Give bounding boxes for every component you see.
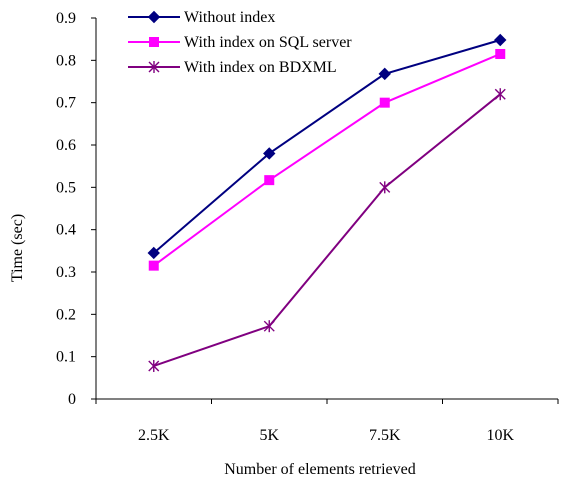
- x-tick-label: 5K: [259, 427, 279, 444]
- y-tick-label: 0.7: [56, 95, 76, 112]
- legend-label: Without index: [184, 9, 275, 26]
- legend: Without index With index on SQL server Wit…: [128, 9, 352, 76]
- data-point: [264, 175, 275, 186]
- legend-marker: [147, 10, 161, 24]
- data-point: [148, 359, 160, 372]
- legend-label: With index on BDXML: [184, 59, 337, 76]
- data-point: [379, 181, 391, 194]
- legend-item: Without index: [128, 9, 275, 26]
- series-3: [148, 88, 506, 372]
- y-axis-title: Time (sec): [9, 214, 26, 282]
- x-tick-label: 2.5K: [138, 427, 170, 444]
- y-tick-label: 0: [68, 391, 76, 408]
- y-tick-label: 0.9: [56, 10, 76, 27]
- x-tick-label: 10K: [486, 427, 514, 444]
- y-tick-label: 0.5: [56, 179, 76, 196]
- data-point: [263, 320, 275, 333]
- x-axis-title: Number of elements retrieved: [224, 461, 415, 478]
- data-point: [494, 33, 507, 47]
- y-tick-label: 0.1: [56, 349, 76, 366]
- series-line: [153, 53, 501, 267]
- legend-label: With index on SQL server: [184, 34, 352, 51]
- y-tick-label: 0.8: [56, 52, 76, 69]
- series-line: [153, 93, 501, 367]
- y-tick-label: 0.3: [56, 264, 76, 281]
- data-point: [147, 246, 160, 260]
- series-2: [148, 48, 506, 271]
- legend-item: With index on SQL server: [128, 34, 352, 51]
- data-point: [378, 67, 391, 81]
- series-1: [147, 33, 507, 260]
- data-point: [263, 147, 276, 160]
- data-point: [494, 88, 506, 101]
- y-tick-label: 0.2: [56, 306, 76, 323]
- data-point: [495, 48, 506, 59]
- series-layer: [147, 33, 507, 372]
- legend-item: With index on BDXML: [128, 59, 337, 76]
- legend-marker: [149, 37, 159, 47]
- y-tick-label: 0.4: [56, 222, 76, 239]
- legend-marker: [148, 61, 160, 73]
- data-point: [379, 97, 390, 108]
- data-point: [148, 260, 159, 271]
- axes: 0 0.1 0.2 0.3 0.4 0.5 0.6 0.7 0.8 0.9 2.5K 5K 7.5K 10…: [56, 10, 559, 444]
- x-tick-label: 7.5K: [369, 427, 401, 444]
- y-tick-label: 0.6: [56, 137, 76, 154]
- series-line: [153, 39, 501, 254]
